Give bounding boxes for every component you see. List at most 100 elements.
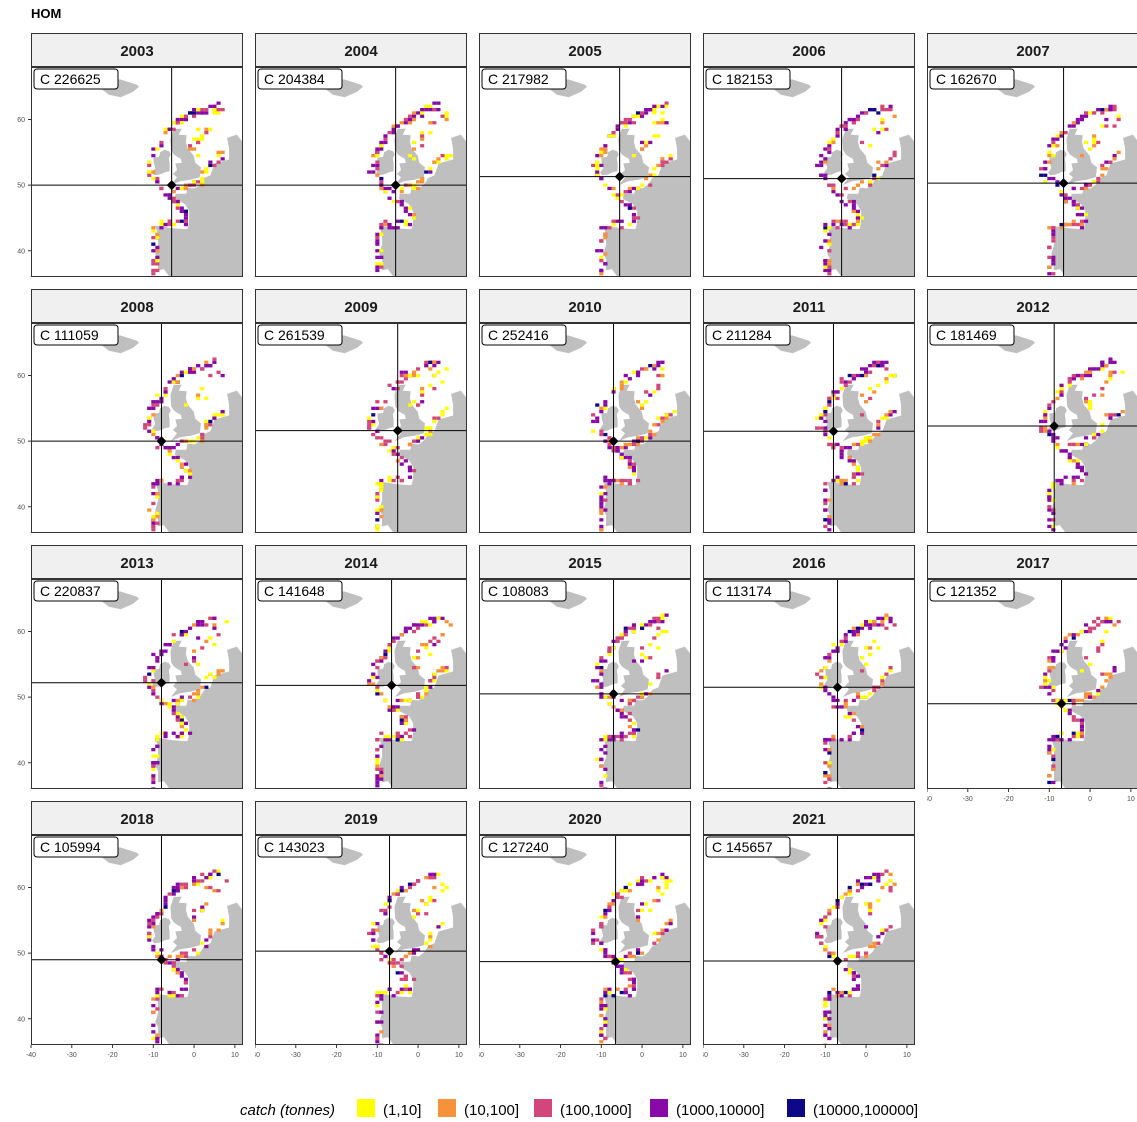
catch-cell xyxy=(151,915,156,919)
catch-cell xyxy=(640,951,645,955)
catch-cell xyxy=(1071,219,1076,223)
catch-cell xyxy=(827,761,832,765)
catch-cell xyxy=(847,738,852,742)
catch-cell xyxy=(216,928,221,932)
catch-cell xyxy=(823,997,828,1001)
catch-cell xyxy=(1071,377,1076,381)
catch-cell xyxy=(216,669,221,673)
catch-cell xyxy=(640,111,645,115)
catch-cell xyxy=(208,373,213,378)
catch-cell xyxy=(1071,203,1076,207)
panel-border xyxy=(479,579,691,789)
facet-strip xyxy=(255,33,467,67)
catch-cell xyxy=(648,173,653,177)
catch-cell xyxy=(151,226,156,230)
catch-cell xyxy=(835,127,840,131)
catch-cell xyxy=(424,643,429,647)
map-area xyxy=(479,323,691,533)
catch-cells xyxy=(367,101,453,273)
catch-cell xyxy=(880,928,885,932)
catch-cell xyxy=(1043,173,1048,177)
land-shape-2 xyxy=(376,661,395,688)
x-tick-label: -10 xyxy=(1044,796,1054,803)
catch-cell xyxy=(656,889,661,893)
catch-cell xyxy=(1047,524,1052,529)
catch-cell xyxy=(1043,429,1048,433)
catch-cell xyxy=(599,784,604,788)
catch-cell xyxy=(412,114,417,118)
catch-cell xyxy=(208,419,213,424)
catch-cell xyxy=(660,613,665,617)
catch-cell xyxy=(1100,111,1105,115)
catch-cell xyxy=(864,882,869,886)
catch-cell xyxy=(175,186,180,191)
catch-cell xyxy=(155,236,160,240)
catch-cell xyxy=(843,383,848,387)
catch-cell xyxy=(591,941,596,945)
catch-cell xyxy=(155,954,160,959)
catch-cell xyxy=(395,199,400,204)
catch-cell xyxy=(660,117,665,122)
catch-cell xyxy=(603,1023,608,1027)
catch-cell xyxy=(631,981,636,985)
catch-cell xyxy=(868,364,873,368)
land-shape-0 xyxy=(603,119,691,277)
catch-cell xyxy=(892,410,897,414)
catch-cell xyxy=(175,889,180,893)
catch-cell xyxy=(827,1036,832,1041)
catch-cell xyxy=(860,725,865,729)
catch-cell xyxy=(603,744,608,748)
catch-cell xyxy=(167,219,172,223)
catch-cell xyxy=(416,666,421,670)
catch-cell xyxy=(179,725,184,729)
catch-cell xyxy=(436,160,441,164)
panel-border xyxy=(31,835,243,1045)
catch-cell xyxy=(868,108,873,112)
catch-cell xyxy=(607,482,612,486)
legend-swatch-0 xyxy=(357,1099,375,1117)
catch-cell xyxy=(623,987,628,991)
catch-cell xyxy=(1047,160,1052,164)
catch-cell xyxy=(395,708,400,712)
catch-cell xyxy=(391,127,396,131)
catch-cell xyxy=(864,111,869,115)
catch-cell xyxy=(884,869,889,873)
catch-cell xyxy=(367,419,372,424)
catch-cell xyxy=(399,199,404,204)
catch-cell xyxy=(155,744,160,748)
catch-cell xyxy=(599,176,604,181)
catch-cell xyxy=(379,222,384,227)
catch-cell xyxy=(192,915,197,919)
catch-cell xyxy=(1079,478,1084,483)
catch-cell xyxy=(888,669,893,673)
catch-cell xyxy=(371,938,376,942)
catch-cell xyxy=(1047,406,1052,410)
catch-cell xyxy=(179,462,184,466)
catch-cell xyxy=(440,882,445,886)
catch-cell xyxy=(640,147,645,151)
catch-cell xyxy=(827,692,832,696)
catch-cell xyxy=(383,698,388,703)
catch-cell xyxy=(1047,505,1052,509)
y-tick-label: 40 xyxy=(17,504,25,511)
catch-cell xyxy=(599,925,604,929)
catch-cell xyxy=(147,406,152,410)
catch-cell xyxy=(615,708,620,712)
catch-cell xyxy=(851,121,856,125)
facet-strip xyxy=(927,545,1137,579)
catch-cell xyxy=(171,121,176,125)
catch-cell xyxy=(155,734,160,739)
catch-cell xyxy=(155,436,160,440)
catch-cell xyxy=(831,222,836,227)
catch-cell xyxy=(391,639,396,643)
catch-cell xyxy=(375,511,380,515)
catch-cell xyxy=(1108,672,1113,676)
catch-cell xyxy=(835,226,840,230)
catch-cell xyxy=(171,127,176,131)
catch-cell xyxy=(855,695,860,699)
catch-cell xyxy=(151,492,156,496)
catch-cell xyxy=(407,121,412,125)
panel-border xyxy=(703,579,915,789)
catch-cell xyxy=(412,469,417,473)
catch-cell xyxy=(656,360,661,364)
